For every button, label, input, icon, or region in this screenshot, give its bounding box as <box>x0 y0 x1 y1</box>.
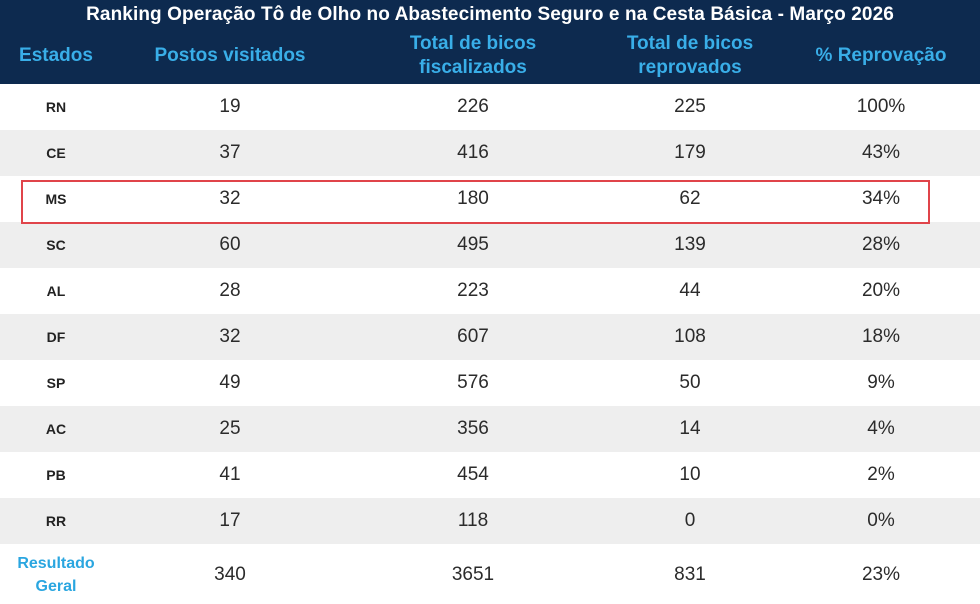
cell-bicos-fiscalizados: 118 <box>457 510 489 531</box>
cell-bicos-fiscalizados: 416 <box>457 142 489 163</box>
cell-postos-visitados: 32 <box>219 326 241 347</box>
cell-state: SP <box>46 375 66 391</box>
table-header: Ranking Operação Tô de Olho no Abastecim… <box>0 0 980 84</box>
cell-percent-reprovacao: 18% <box>861 326 901 347</box>
cell-postos-visitados: 19 <box>219 96 241 117</box>
cell-percent-reprovacao: 9% <box>867 372 895 393</box>
cell-percent-reprovacao: 28% <box>861 234 901 255</box>
cell-bicos-fiscalizados: 576 <box>457 372 489 393</box>
cell-state: AL <box>46 283 66 299</box>
cell-bicos-reprovados: 62 <box>679 188 701 209</box>
cell-bicos-reprovados: 50 <box>679 372 701 393</box>
cell-postos-visitados: 49 <box>219 372 241 393</box>
cell-postos-visitados: 17 <box>219 510 241 531</box>
total-percent-reprovacao: 23% <box>861 564 901 585</box>
table-row: SC 60 495 139 28% <box>0 222 980 268</box>
cell-state: RR <box>45 513 67 529</box>
column-header-estados: Estados <box>19 45 93 66</box>
table-row: AL 28 223 44 20% <box>0 268 980 314</box>
cell-bicos-reprovados: 44 <box>679 280 701 301</box>
cell-bicos-reprovados: 0 <box>684 510 696 531</box>
cell-postos-visitados: 41 <box>219 464 241 485</box>
cell-bicos-fiscalizados: 607 <box>457 326 489 347</box>
cell-bicos-fiscalizados: 495 <box>457 234 489 255</box>
cell-bicos-reprovados: 10 <box>679 464 701 485</box>
cell-bicos-fiscalizados: 223 <box>457 280 489 301</box>
cell-bicos-reprovados: 225 <box>674 96 706 117</box>
cell-bicos-fiscalizados: 226 <box>457 96 489 117</box>
total-label: Resultado Geral <box>17 555 95 595</box>
table-title: Ranking Operação Tô de Olho no Abastecim… <box>86 4 894 25</box>
cell-percent-reprovacao: 0% <box>867 510 895 531</box>
cell-postos-visitados: 60 <box>219 234 241 255</box>
cell-postos-visitados: 37 <box>219 142 241 163</box>
table-row: CE 37 416 179 43% <box>0 130 980 176</box>
cell-postos-visitados: 28 <box>219 280 241 301</box>
cell-percent-reprovacao: 43% <box>861 142 901 163</box>
cell-postos-visitados: 32 <box>219 188 241 209</box>
cell-postos-visitados: 25 <box>219 418 241 439</box>
column-header-postos-visitados: Postos visitados <box>154 45 306 66</box>
table-row: RR 17 118 0 0% <box>0 498 980 544</box>
cell-state: RN <box>45 99 67 115</box>
cell-state: CE <box>46 145 66 161</box>
cell-state: SC <box>46 237 66 253</box>
total-postos-visitados: 340 <box>214 564 246 585</box>
cell-percent-reprovacao: 2% <box>867 464 895 485</box>
cell-percent-reprovacao: 34% <box>861 188 901 209</box>
table-row: RN 19 226 225 100% <box>0 84 980 130</box>
cell-percent-reprovacao: 100% <box>856 96 906 117</box>
cell-bicos-fiscalizados: 180 <box>457 188 489 209</box>
cell-bicos-reprovados: 179 <box>674 142 706 163</box>
cell-percent-reprovacao: 20% <box>861 280 901 301</box>
cell-state: AC <box>45 421 67 437</box>
total-bicos-fiscalizados: 3651 <box>451 564 495 585</box>
column-header-percent-reprovacao: % Reprovação <box>815 45 947 66</box>
table-row: SP 49 576 50 9% <box>0 360 980 406</box>
cell-bicos-fiscalizados: 454 <box>457 464 489 485</box>
cell-state: MS <box>45 191 67 207</box>
cell-bicos-reprovados: 108 <box>674 326 706 347</box>
cell-bicos-reprovados: 139 <box>674 234 706 255</box>
cell-bicos-fiscalizados: 356 <box>457 418 489 439</box>
cell-bicos-reprovados: 14 <box>679 418 701 439</box>
total-bicos-reprovados: 831 <box>674 564 706 585</box>
cell-percent-reprovacao: 4% <box>867 418 895 439</box>
table-row: PB 41 454 10 2% <box>0 452 980 498</box>
cell-state: DF <box>46 329 66 345</box>
table-row: AC 25 356 14 4% <box>0 406 980 452</box>
table-row: DF 32 607 108 18% <box>0 314 980 360</box>
table-row: MS 32 180 62 34% <box>0 176 980 222</box>
column-header-total-bicos-reprovados: Total de bicos reprovados <box>626 33 754 78</box>
total-row: Resultado Geral 340 3651 831 23% <box>0 546 980 604</box>
cell-state: PB <box>46 467 66 483</box>
column-header-total-bicos-fiscalizados: Total de bicos fiscalizados <box>409 33 537 78</box>
